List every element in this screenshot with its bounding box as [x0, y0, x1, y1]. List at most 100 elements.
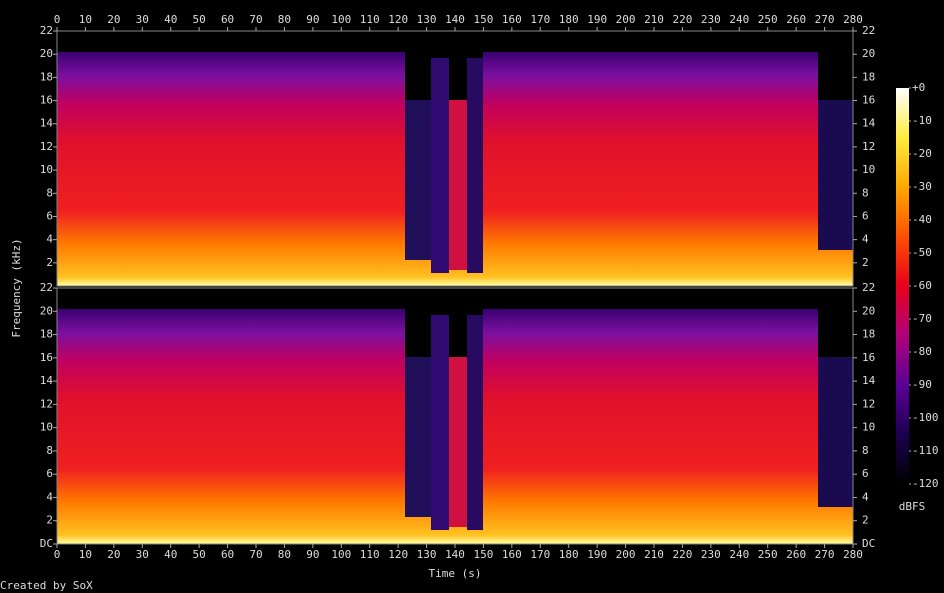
- y-tick-label: 22: [40, 281, 53, 294]
- y-tick-label: 16: [862, 351, 875, 364]
- x-tick-label: 30: [136, 13, 149, 26]
- y-tick-label: 12: [862, 140, 875, 153]
- y-tick-label: 14: [862, 374, 876, 387]
- x-tick-label: 210: [644, 13, 664, 26]
- x-tick-label: 70: [249, 13, 262, 26]
- y-tick-label: 12: [40, 140, 53, 153]
- colorbar-tick-label: -120: [912, 477, 939, 490]
- x-tick-label: 130: [417, 548, 437, 561]
- colorbar-tick-label: -90: [912, 378, 932, 391]
- colorbar-tick-label: -50: [912, 246, 932, 259]
- x-tick-label: 180: [559, 548, 579, 561]
- x-tick-label: 270: [815, 548, 835, 561]
- x-tick-label: 60: [221, 13, 234, 26]
- x-tick-label: 100: [331, 13, 351, 26]
- y-tick-label: DC: [40, 537, 53, 550]
- x-tick-label: 110: [360, 13, 380, 26]
- x-tick-label: 40: [164, 548, 177, 561]
- x-tick-label: 30: [136, 548, 149, 561]
- y-tick-label: 2: [862, 514, 869, 527]
- x-tick-label: 270: [815, 13, 835, 26]
- x-tick-label: 150: [473, 548, 493, 561]
- colorbar-tick-label: -60: [912, 279, 932, 292]
- y-tick-label: 20: [862, 47, 875, 60]
- y-tick-label: 12: [40, 397, 53, 410]
- x-tick-label: 110: [360, 548, 380, 561]
- x-tick-label: 80: [278, 13, 291, 26]
- y-tick-label: 14: [40, 374, 54, 387]
- colorbar-tick-label: -40: [912, 213, 932, 226]
- colorbar-tick-label: +0: [912, 81, 925, 94]
- y-tick-label: 20: [40, 47, 53, 60]
- x-tick-label: 140: [445, 548, 465, 561]
- x-tick-label: 190: [587, 13, 607, 26]
- panel-art: [56, 30, 854, 545]
- y-tick-label: 22: [862, 281, 875, 294]
- colorbar-tick-label: -100: [912, 411, 939, 424]
- x-tick-label: 160: [502, 548, 522, 561]
- x-tick-label: 180: [559, 13, 579, 26]
- x-tick-label: 140: [445, 13, 465, 26]
- y-tick-label: 4: [46, 490, 53, 503]
- y-tick-label: 8: [862, 186, 869, 199]
- x-tick-label: 280: [843, 548, 863, 561]
- x-tick-label: 120: [388, 13, 408, 26]
- y-tick-label: 2: [46, 256, 53, 269]
- y-tick-label: 8: [46, 186, 53, 199]
- y-tick-label: 2: [862, 256, 869, 269]
- x-tick-label: 280: [843, 13, 863, 26]
- x-tick-label: 210: [644, 548, 664, 561]
- x-tick-label: 240: [729, 548, 749, 561]
- colorbar: [896, 88, 909, 484]
- colorbar-tick-label: -70: [912, 312, 932, 325]
- x-tick-label: 50: [193, 13, 206, 26]
- x-tick-label: 20: [107, 548, 120, 561]
- x-tick-label: 40: [164, 13, 177, 26]
- x-tick-label: 230: [701, 13, 721, 26]
- x-tick-label: 20: [107, 13, 120, 26]
- colorbar-label: dBFS: [899, 500, 926, 513]
- y-tick-label: 2: [46, 514, 53, 527]
- x-tick-label: 250: [758, 13, 778, 26]
- y-tick-label: 10: [40, 163, 53, 176]
- x-tick-label: 160: [502, 13, 522, 26]
- x-tick-label: 60: [221, 548, 234, 561]
- y-tick-label: 14: [862, 117, 876, 130]
- y-axis-label: Frequency (kHz): [10, 238, 23, 337]
- y-tick-label: 10: [862, 163, 875, 176]
- y-tick-label: 4: [862, 490, 869, 503]
- y-tick-label: 20: [862, 304, 875, 317]
- x-tick-label: 100: [331, 548, 351, 561]
- x-tick-label: 220: [672, 548, 692, 561]
- x-tick-label: 10: [79, 548, 92, 561]
- x-tick-label: 120: [388, 548, 408, 561]
- y-tick-label: 6: [862, 467, 869, 480]
- y-tick-label: 14: [40, 117, 54, 130]
- x-axis-label: Time (s): [429, 567, 482, 580]
- x-tick-label: 220: [672, 13, 692, 26]
- credit: Created by SoX: [0, 579, 93, 592]
- y-tick-label: 18: [40, 328, 53, 341]
- x-tick-label: 90: [306, 548, 319, 561]
- y-tick-label: 6: [46, 467, 53, 480]
- y-tick-label: 16: [862, 94, 875, 107]
- y-tick-label: 8: [862, 444, 869, 457]
- y-tick-label: 6: [862, 209, 869, 222]
- x-tick-label: 230: [701, 548, 721, 561]
- x-tick-label: 200: [616, 548, 636, 561]
- x-tick-label: 260: [786, 13, 806, 26]
- x-tick-label: 90: [306, 13, 319, 26]
- y-tick-label: 22: [40, 24, 53, 37]
- colorbar-tick-label: -80: [912, 345, 932, 358]
- colorbar-tick-label: -110: [912, 444, 939, 457]
- colorbar-tick-label: -10: [912, 114, 932, 127]
- x-tick-label: 190: [587, 548, 607, 561]
- x-tick-label: 170: [530, 13, 550, 26]
- colorbar-tick-label: -30: [912, 180, 932, 193]
- y-tick-label: 8: [46, 444, 53, 457]
- y-tick-label: 4: [862, 233, 869, 246]
- y-tick-label: 6: [46, 209, 53, 222]
- x-tick-label: 70: [249, 548, 262, 561]
- x-tick-label: 130: [417, 13, 437, 26]
- colorbar-tick-label: -20: [912, 147, 932, 160]
